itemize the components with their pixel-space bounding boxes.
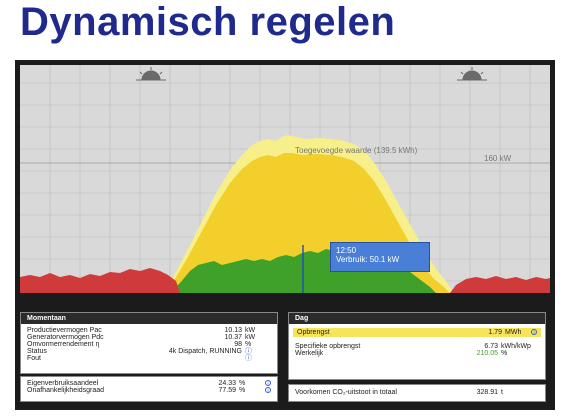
momentaan-panel: Momentaan Productievermogen Pac 10.13 kW… [20,312,278,374]
row-pdc: Generatorvermogen Pdc 10.37 kW [21,334,277,341]
self-consumption-value: 24.33 [218,380,236,387]
grid-consumption-right [450,276,550,293]
co2-value: 328.91 [476,389,498,396]
status-value: 4k Dispatch, RUNNING [168,348,242,355]
grid-consumption-left [20,268,180,293]
pdc-unit: kW [245,334,256,341]
efficiency-label: Omvormerrendement η [27,341,100,348]
row-autarky: Onafhankelijkheidsgraad 77.59 % i [21,387,277,394]
consumption-tooltip: 12:50 Verbruik: 50.1 kW [330,242,430,272]
self-consumption-label: Eigenverbruiksaandeel [27,380,99,387]
efficiency-unit: % [245,341,252,348]
status-info-icon[interactable]: ⓘ [245,348,252,355]
actual-value: 210.05 [476,350,498,357]
power-chart [20,65,550,293]
row-specific-yield: Specifieke opbrengst 6.73 kWh/kWp [289,343,545,350]
error-label: Fout [27,355,42,362]
pac-label: Productievermogen Pac [27,327,102,334]
pdc-value: 10.37 [224,334,242,341]
row-actual: Werkelijk 210.05 % [289,350,545,357]
co2-label: Voorkomen CO₂-uitstoot in totaal [295,389,397,396]
dag-header: Dag [289,313,545,324]
pac-value: 10.13 [224,327,242,334]
added-value-label: Toegevoegde waarde (139.5 kWh) [295,146,418,155]
sunset-icon [457,67,487,81]
self-consumption-info-icon[interactable]: i [265,380,271,387]
opbrengst-label: Opbrengst [297,329,330,336]
slide-title: Dynamisch regelen [20,0,396,44]
actual-unit: % [501,350,508,357]
row-self-consumption: Eigenverbruiksaandeel 24.33 % i [21,380,277,387]
row-opbrengst: Opbrengst 1.79 MWh i [293,328,541,337]
pac-unit: kW [245,327,256,334]
momentaan-header: Momentaan [21,313,277,324]
tooltip-time: 12:50 [336,246,357,255]
row-pac: Productievermogen Pac 10.13 kW [21,327,277,334]
pdc-label: Generatorvermogen Pdc [27,334,104,341]
error-info-icon[interactable]: ⓘ [245,355,252,362]
autarky-unit: % [239,387,246,394]
dag-panel: Dag Opbrengst 1.79 MWh i Specifieke opbr… [288,312,546,380]
error-value [208,355,242,362]
autarky-label: Onafhankelijkheidsgraad [27,387,105,394]
specific-yield-label: Specifieke opbrengst [295,343,361,350]
specific-yield-value: 6.73 [484,343,498,350]
row-co2: Voorkomen CO₂-uitstoot in totaal 328.91 … [289,385,545,396]
co2-panel: Voorkomen CO₂-uitstoot in totaal 328.91 … [288,384,546,402]
self-consumption-unit: % [239,380,246,387]
opbrengst-info-icon[interactable]: i [531,329,537,336]
row-status: Status 4k Dispatch, RUNNING ⓘ [21,348,277,355]
co2-unit: t [501,389,503,396]
specific-yield-unit: kWh/kWp [501,343,531,350]
autarky-info-icon[interactable]: i [265,387,271,394]
efficiency-value: 98 [234,341,242,348]
autarky-value: 77.59 [218,387,236,394]
tooltip-value: Verbruik: 50.1 kW [336,255,400,264]
max-power-label: 160 kW [484,154,512,163]
row-error: Fout ⓘ [21,355,277,362]
row-efficiency: Omvormerrendement η 98 % [21,341,277,348]
sunrise-icon [136,67,166,81]
actual-label: Werkelijk [295,350,324,357]
opbrengst-unit: MWh [505,329,522,336]
status-label: Status [27,348,47,355]
self-consumption-panel: Eigenverbruiksaandeel 24.33 % i Onafhank… [20,376,278,402]
opbrengst-value: 1.79 [488,329,502,336]
